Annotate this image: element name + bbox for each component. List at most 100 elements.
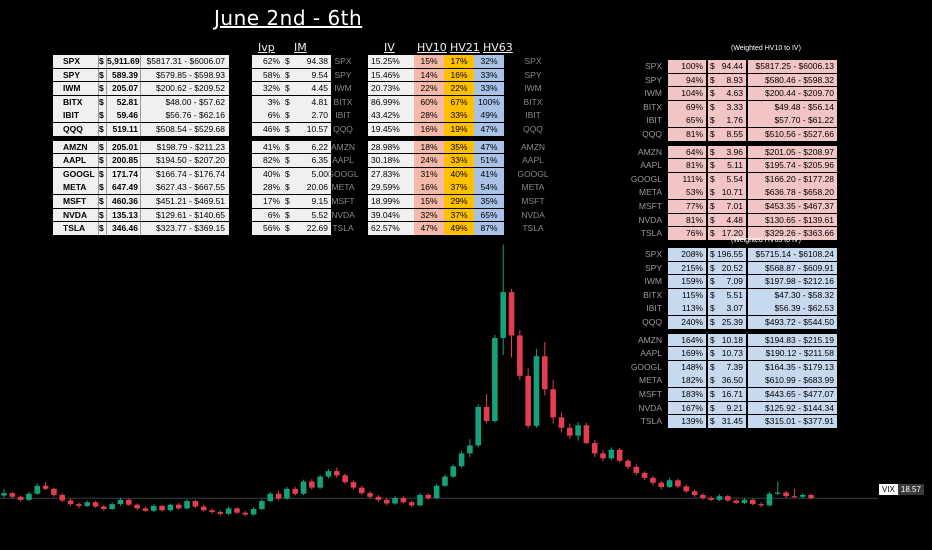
ivp-row: 58% [252, 68, 283, 82]
ticker-label: IBIT [335, 110, 351, 121]
iv-row: 86.99% [368, 95, 414, 109]
im-row: $9.54 [283, 68, 331, 82]
range-cell: $5817.31 - $6006.07 [141, 55, 229, 68]
hv10-weighted-table: SPX 100% $94.44 $5817.25 - $6006.13 SPY 94% $8… [630, 60, 837, 241]
move-cell: 31.45 [716, 415, 746, 428]
ticker-label: AAPL [522, 155, 544, 166]
dollar-sign: $ [283, 55, 291, 68]
candle-body [616, 449, 623, 461]
move-cell: 94.44 [716, 60, 746, 73]
candle-body [566, 427, 573, 436]
candle [134, 503, 140, 511]
weighted-row: TSLA 139% $31.45 $315.01 - $377.91 [630, 415, 837, 428]
hv10-cell: 32% [414, 208, 444, 222]
hv-row: 14% 16% 33% [414, 68, 504, 82]
ticker-row: IBIT [514, 109, 552, 122]
candle-body [275, 493, 282, 499]
hv10-cell: 24% [414, 154, 444, 167]
candle-body [267, 493, 274, 502]
iv-row: 29.59% [368, 181, 414, 195]
ivp-row: 82% [252, 154, 283, 167]
ticker-row: GOOGL [324, 168, 362, 181]
candle-body [733, 500, 739, 503]
candle [250, 507, 257, 516]
candle-body [533, 356, 540, 426]
ratio-cell: 64% [668, 145, 706, 159]
candle [783, 490, 789, 499]
ratio-cell: 76% [668, 227, 706, 240]
range-cell: $166.74 - $176.74 [141, 167, 229, 181]
iv-header: IV [384, 41, 395, 54]
range-cell: $580.46 - $598.32 [748, 73, 837, 87]
ticker-row: TSLA [324, 222, 362, 235]
ratio-cell: 115% [668, 288, 706, 302]
ivp-row: 62% [252, 55, 283, 68]
dollar-sign: $ [283, 68, 291, 82]
range-cell: $5817.25 - $6006.13 [748, 60, 837, 73]
ticker-label: GOOGL [630, 173, 662, 184]
hv21-cell: 22% [444, 82, 474, 95]
candle [633, 464, 640, 476]
hv10-cell: 16% [414, 181, 444, 195]
ivp-row: 40% [252, 167, 283, 181]
ticker-label: MSFT [638, 200, 662, 211]
candle [42, 482, 49, 491]
candle [442, 474, 448, 488]
ticker-label: SPY [524, 69, 542, 80]
ticker-row: SPX [514, 55, 552, 68]
candle [758, 502, 764, 508]
quote-row: BITX $52.81 $48.00 - $57.62 [53, 95, 229, 109]
hv21-cell: 33% [444, 109, 474, 123]
move-cell: 9.21 [716, 401, 746, 415]
ticker-row: BITX [514, 96, 552, 109]
dollar-sign: $ [283, 181, 291, 195]
ticker-label: META [639, 187, 662, 198]
quote-row: AMZN $205.01 $198.79 - $211.23 [53, 140, 229, 154]
candle-body [9, 493, 16, 497]
hv-row: 24% 33% 51% [414, 154, 504, 167]
hv-row: 47% 49% 87% [414, 222, 504, 235]
ticker-row: IWM [324, 82, 362, 95]
ivp-cell: 32% [252, 82, 283, 95]
range-cell: $568.87 - $609.91 [748, 261, 837, 275]
candle-body [175, 504, 182, 509]
range-cell: $323.77 - $369.15 [141, 222, 229, 235]
move-cell: 20.52 [716, 261, 746, 275]
range-cell: $493.72 - $544.50 [748, 315, 837, 329]
iv-cell: 43.42% [368, 109, 414, 123]
candle-body [774, 492, 781, 494]
candle [1, 488, 7, 498]
hv63-cell: 33% [474, 82, 504, 95]
dollar-sign: $ [708, 360, 716, 374]
iv-row: 43.42% [368, 109, 414, 123]
hv63-cell: 47% [474, 122, 504, 136]
hv21-cell: 49% [444, 222, 474, 235]
ratio-cell: 65% [668, 114, 706, 128]
dollar-sign: $ [708, 87, 716, 100]
move-cell: 8.55 [716, 127, 746, 141]
candle [200, 504, 207, 512]
candle-body [42, 485, 49, 489]
ratio-cell: 148% [668, 360, 706, 374]
vix-label: VIX [879, 484, 898, 495]
range-cell: $57.70 - $61.22 [748, 114, 837, 128]
weighted-row: QQQ 240% $25.39 $493.72 - $544.50 [630, 315, 837, 329]
ticker-label: IBIT [525, 110, 541, 121]
ivp-cell: 58% [252, 68, 283, 82]
ticker-label: AAPL [332, 155, 354, 166]
candle-body [400, 498, 407, 503]
ticker-label: GOOGL [327, 168, 359, 179]
candle-body [342, 475, 348, 483]
im-cell: 2.70 [291, 109, 331, 123]
ticker-label: AMZN [330, 141, 356, 152]
ticker-label: META [331, 182, 355, 193]
hv-row: 22% 22% 33% [414, 82, 504, 95]
weighted-row: META 182% $36.50 $610.99 - $683.99 [630, 374, 837, 388]
dollar-sign: $ [283, 208, 291, 222]
hv63-cell: 32% [474, 55, 504, 68]
page-title: June 2nd - 6th [214, 6, 363, 30]
weighted-row: SPY 94% $8.93 $580.46 - $598.32 [630, 73, 837, 87]
candle-body [334, 471, 340, 476]
iv-row: 62.57% [368, 222, 414, 235]
ticker-row: AMZN [514, 141, 552, 154]
